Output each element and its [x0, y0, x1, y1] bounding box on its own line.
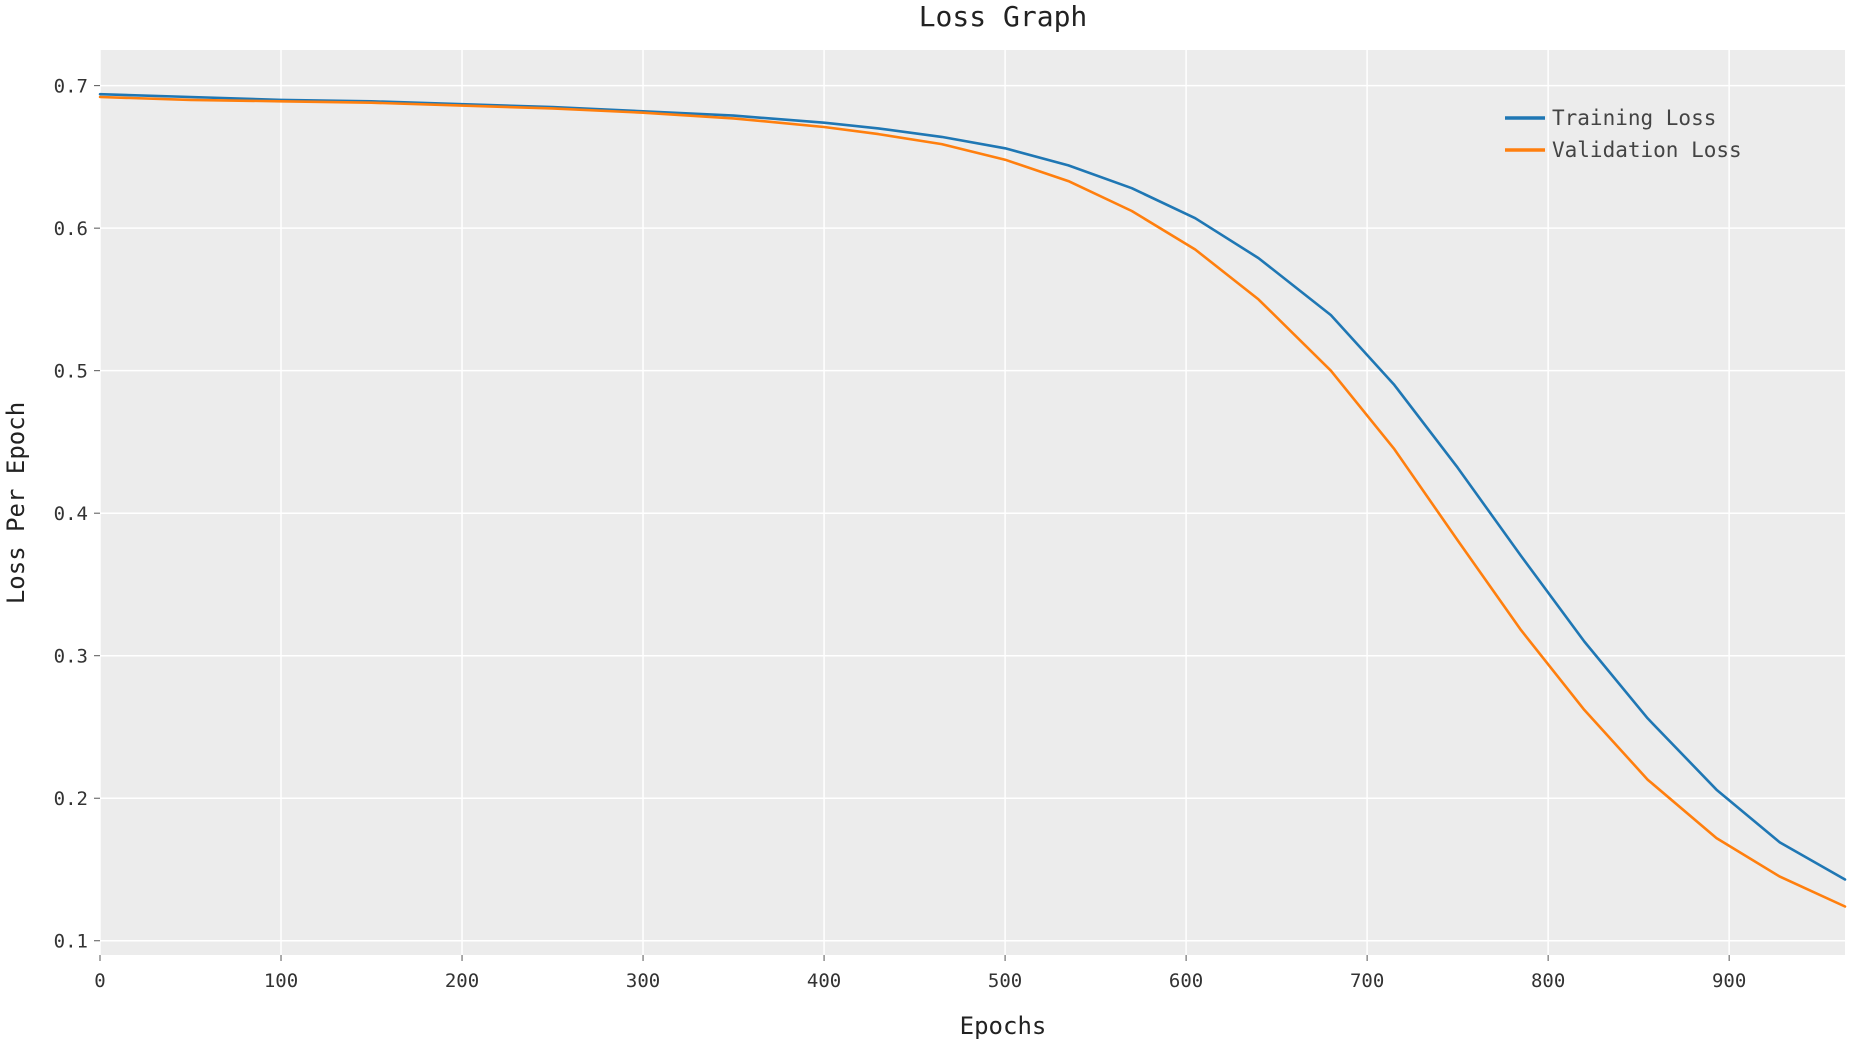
x-tick-label: 0	[94, 970, 105, 992]
y-axis-title: Loss Per Epoch	[2, 402, 30, 604]
y-tick-label: 0.6	[54, 218, 88, 240]
x-tick-label: 100	[264, 970, 298, 992]
x-tick-label: 900	[1712, 970, 1746, 992]
y-tick-label: 0.1	[54, 931, 88, 953]
chart-title: Loss Graph	[919, 0, 1088, 33]
x-tick-label: 400	[807, 970, 841, 992]
series-lines	[98, 92, 1847, 908]
x-tick-label: 800	[1531, 970, 1565, 992]
x-tick-label: 300	[626, 970, 660, 992]
y-tick-label: 0.5	[54, 361, 88, 383]
grid	[99, 50, 1845, 955]
legend[interactable]: Training Loss Validation Loss	[1505, 106, 1742, 162]
series-line-validation-loss	[98, 95, 1847, 908]
x-tick-label: 200	[445, 970, 479, 992]
y-tick-label: 0.4	[54, 503, 88, 525]
y-tick-label: 0.7	[54, 76, 88, 98]
x-axis-title: Epochs	[960, 1012, 1047, 1040]
legend-label-training-loss: Training Loss	[1552, 106, 1716, 130]
x-tick-label: 500	[988, 970, 1022, 992]
y-tick-label: 0.3	[54, 646, 88, 668]
legend-label-validation-loss: Validation Loss	[1552, 138, 1742, 162]
y-tick-label: 0.2	[54, 788, 88, 810]
series-line-training-loss	[98, 92, 1847, 881]
x-tick-label: 700	[1350, 970, 1384, 992]
plot-area	[100, 50, 1845, 955]
x-tick-labels: 0 100 200 300 400 500 600 700 800 900	[94, 955, 1746, 992]
y-tick-labels: 0.1 0.2 0.3 0.4 0.5 0.6 0.7	[54, 76, 100, 953]
x-tick-label: 600	[1169, 970, 1203, 992]
